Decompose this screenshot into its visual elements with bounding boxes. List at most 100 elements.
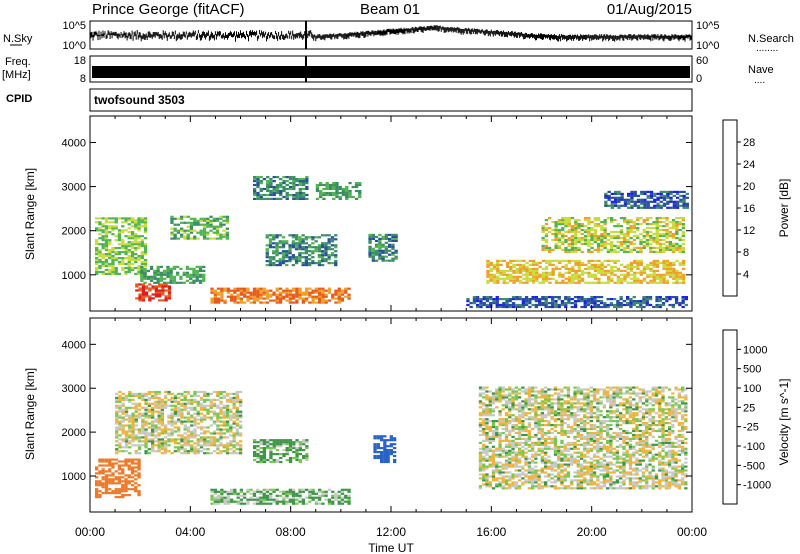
echo-cell (291, 502, 296, 505)
echo-cell (318, 287, 322, 290)
echo-cell (485, 426, 489, 429)
echo-cell (232, 412, 236, 415)
echo-cell (600, 238, 604, 242)
echo-cell (327, 498, 332, 501)
echo-cell (130, 484, 135, 487)
echo-cell (596, 234, 601, 238)
echo-cell (321, 252, 325, 255)
echo-cell (144, 406, 148, 409)
echo-cell (134, 444, 138, 447)
echo-cell (249, 295, 253, 298)
echo-cell (186, 430, 191, 433)
echo-cell (269, 182, 273, 185)
echo-cell (593, 277, 598, 280)
echo-cell (275, 458, 280, 462)
echo-cell (147, 438, 151, 441)
echo-cell (176, 273, 180, 276)
echo-cell (124, 394, 129, 397)
echo-cell (199, 428, 204, 431)
echo-cell (137, 458, 141, 461)
echo-cell (212, 390, 217, 394)
echo-cell (661, 303, 666, 307)
echo-cell (662, 265, 666, 268)
echo-cell (652, 271, 656, 274)
echo-cell (173, 229, 177, 232)
echo-cell (127, 266, 131, 270)
echo-cell (230, 498, 234, 501)
echo-cell (232, 434, 236, 437)
echo-cell (373, 451, 377, 454)
echo-cell (322, 193, 326, 197)
echo-cell (118, 406, 122, 409)
echo-cell (288, 176, 293, 179)
echo-cell (233, 297, 237, 300)
echo-cell (623, 269, 627, 272)
echo-cell (633, 259, 637, 262)
echo-cell (256, 502, 260, 505)
echo-cell (632, 221, 637, 224)
echo-cell (272, 441, 276, 444)
echo-cell (138, 283, 142, 286)
echo-cell (137, 492, 141, 495)
echo-cell (180, 448, 184, 451)
echo-cell (505, 298, 509, 301)
echo-cell (291, 494, 296, 497)
echo-cell (95, 488, 99, 491)
echo-cell (196, 440, 200, 443)
echo-cell (144, 422, 148, 425)
echo-cell (381, 255, 385, 258)
echo-cell (202, 231, 207, 234)
echo-cell (322, 183, 326, 187)
echo-cell (324, 234, 328, 237)
echo-cell (626, 240, 630, 244)
colorbar-frame (722, 119, 738, 297)
echo-cell (557, 219, 562, 222)
echo-cell (505, 275, 510, 278)
echo-cell (496, 275, 500, 278)
echo-cell (161, 287, 165, 290)
echo-cell (160, 420, 164, 423)
echo-cell (570, 228, 575, 232)
echo-cell (655, 298, 659, 301)
echo-cell (249, 301, 253, 304)
echo-cell (640, 192, 644, 195)
echo-cell (114, 253, 118, 256)
echo-cell (108, 492, 112, 495)
echo-cell (671, 234, 676, 238)
echo-cell (675, 281, 679, 284)
echo-cell (298, 289, 302, 292)
echo-cell (305, 445, 309, 448)
echo-cell (186, 418, 191, 421)
echo-cell (623, 236, 627, 240)
echo-cell (561, 279, 565, 282)
echo-cell (137, 217, 141, 220)
echo-cell (587, 228, 591, 232)
echo-cell (144, 438, 148, 441)
echo-cell (678, 217, 682, 220)
echo-cell (198, 265, 203, 268)
echo-cell (118, 422, 122, 425)
echo-cell (681, 296, 685, 299)
echo-cell (292, 195, 296, 199)
echo-cell (570, 234, 575, 238)
echo-cell (189, 281, 193, 284)
echo-cell (160, 414, 164, 417)
echo-cell (295, 456, 299, 460)
echo-cell (666, 194, 670, 197)
echo-cell (541, 230, 545, 234)
echo-cell (629, 261, 634, 264)
echo-cell (203, 400, 207, 403)
echo-cell (528, 269, 532, 272)
echo-cell (639, 271, 643, 274)
echo-cell (626, 230, 630, 234)
echo-cell (554, 236, 558, 240)
echo-cell (626, 273, 630, 276)
echo-cell (151, 416, 155, 419)
echo-cell (380, 456, 384, 460)
echo-cell (534, 300, 538, 303)
echo-cell (371, 233, 375, 236)
echo-cell (551, 273, 555, 276)
echo-cell (302, 454, 306, 458)
echo-cell (301, 291, 305, 294)
echo-cell (616, 250, 620, 253)
